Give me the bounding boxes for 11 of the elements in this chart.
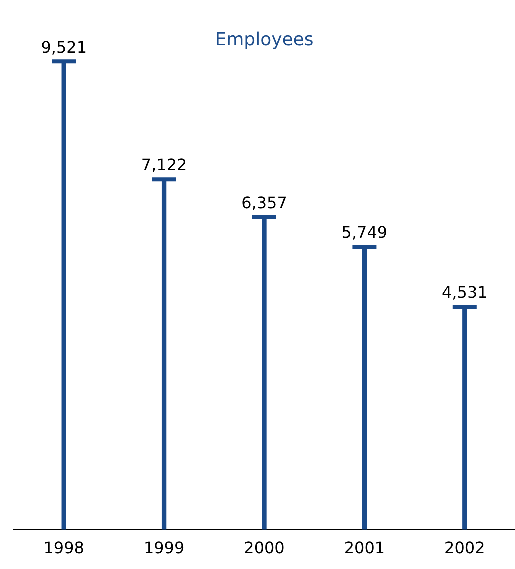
- data-label: 6,357: [242, 193, 288, 212]
- x-tick-label: 2002: [444, 538, 486, 558]
- data-label: 7,122: [141, 156, 188, 175]
- data-label: 9,521: [41, 38, 88, 57]
- data-label: 4,531: [442, 283, 488, 302]
- x-tick-label: 1999: [144, 538, 185, 558]
- x-tick-label: 1998: [44, 538, 84, 558]
- x-tick-label: 2001: [344, 538, 386, 558]
- x-tick-label: 2000: [244, 538, 285, 558]
- data-label: 5,749: [342, 223, 388, 242]
- chart-title: Employees: [215, 29, 314, 50]
